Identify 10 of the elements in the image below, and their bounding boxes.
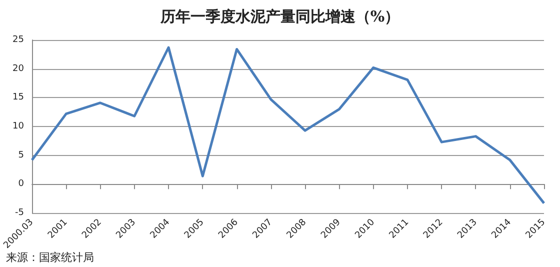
y-tick-label: 25	[12, 35, 24, 45]
chart-title: 历年一季度水泥产量同比增速（%）	[159, 8, 400, 26]
y-tick-label: 5	[18, 150, 24, 160]
y-tick-label: 15	[12, 92, 24, 103]
y-tick-label: 0	[18, 179, 24, 190]
y-tick-label: 20	[12, 64, 24, 74]
y-tick-label: -5	[15, 208, 24, 218]
source-note: 来源：国家统计局	[6, 251, 94, 264]
line-series	[30, 46, 546, 204]
y-tick-label: 10	[12, 122, 24, 132]
